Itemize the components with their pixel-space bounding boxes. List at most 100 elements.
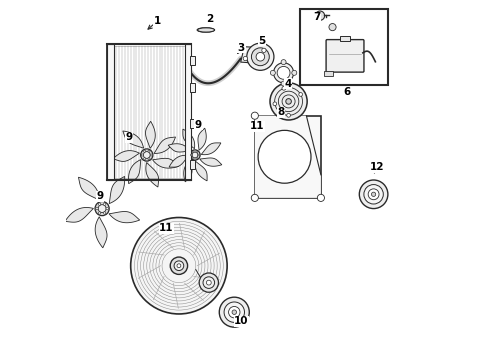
Circle shape (318, 194, 324, 202)
Polygon shape (196, 161, 207, 181)
Polygon shape (123, 131, 144, 148)
Bar (107, 44, 192, 180)
Ellipse shape (197, 28, 215, 32)
Circle shape (270, 70, 275, 75)
Polygon shape (146, 162, 159, 187)
Circle shape (364, 185, 383, 204)
Circle shape (106, 207, 108, 210)
Circle shape (282, 86, 286, 90)
Circle shape (96, 207, 98, 210)
Circle shape (287, 113, 291, 117)
Bar (185, 44, 192, 180)
Circle shape (144, 150, 146, 152)
Circle shape (251, 194, 258, 202)
Circle shape (191, 154, 192, 156)
Polygon shape (201, 143, 221, 155)
Polygon shape (183, 129, 195, 149)
Circle shape (196, 151, 197, 153)
Polygon shape (241, 47, 270, 64)
Polygon shape (184, 160, 192, 182)
Circle shape (292, 70, 297, 75)
Circle shape (198, 154, 199, 156)
Bar (340, 36, 350, 41)
Circle shape (150, 154, 152, 156)
Bar (300, 9, 388, 85)
Circle shape (316, 11, 325, 20)
Polygon shape (154, 137, 175, 153)
Circle shape (103, 203, 106, 205)
Polygon shape (198, 128, 206, 150)
Polygon shape (65, 207, 94, 222)
Circle shape (98, 203, 101, 205)
Circle shape (98, 204, 106, 212)
Circle shape (170, 257, 188, 274)
Circle shape (220, 297, 249, 327)
Circle shape (95, 202, 109, 216)
Text: 2: 2 (206, 14, 213, 24)
Circle shape (281, 60, 286, 64)
Circle shape (103, 212, 106, 214)
Circle shape (144, 158, 146, 160)
Polygon shape (255, 116, 321, 198)
Polygon shape (95, 217, 107, 248)
Text: 3: 3 (238, 43, 245, 53)
Circle shape (190, 150, 200, 160)
Circle shape (192, 157, 194, 159)
Text: 9: 9 (96, 191, 103, 201)
Circle shape (141, 154, 144, 156)
Circle shape (251, 112, 258, 119)
Circle shape (148, 158, 150, 160)
Text: 11: 11 (159, 223, 173, 233)
Circle shape (228, 306, 240, 318)
Text: 8: 8 (277, 107, 284, 117)
Circle shape (192, 152, 198, 158)
Circle shape (174, 261, 184, 271)
Circle shape (270, 83, 307, 120)
Polygon shape (152, 158, 179, 168)
Circle shape (258, 130, 311, 183)
Circle shape (371, 192, 376, 197)
Polygon shape (113, 150, 140, 161)
Bar (255, 116, 321, 198)
Circle shape (281, 81, 286, 86)
Polygon shape (169, 155, 189, 167)
Circle shape (148, 150, 150, 152)
Circle shape (206, 280, 211, 285)
Circle shape (273, 102, 277, 106)
Circle shape (192, 151, 194, 153)
Circle shape (262, 48, 266, 53)
Polygon shape (168, 144, 190, 152)
Bar (190, 56, 195, 64)
Circle shape (251, 48, 270, 66)
Text: 9: 9 (195, 120, 202, 130)
Circle shape (359, 180, 388, 208)
Circle shape (98, 212, 101, 214)
Bar (190, 160, 195, 169)
Circle shape (368, 189, 379, 200)
Circle shape (329, 23, 336, 31)
Circle shape (286, 99, 292, 104)
FancyBboxPatch shape (326, 40, 364, 72)
Circle shape (256, 53, 265, 61)
Circle shape (277, 66, 290, 79)
Polygon shape (324, 71, 333, 76)
Text: 12: 12 (370, 162, 385, 172)
Text: 6: 6 (343, 87, 350, 98)
Text: 10: 10 (234, 316, 249, 326)
Circle shape (131, 217, 227, 314)
Polygon shape (109, 212, 140, 223)
Text: 11: 11 (250, 121, 265, 131)
Circle shape (177, 264, 181, 268)
Circle shape (199, 273, 219, 292)
Polygon shape (200, 158, 222, 166)
Bar (190, 120, 195, 129)
Polygon shape (109, 176, 124, 204)
Polygon shape (128, 159, 141, 184)
Circle shape (144, 152, 150, 158)
Text: 5: 5 (259, 36, 266, 46)
Circle shape (141, 149, 153, 161)
Text: 1: 1 (154, 16, 161, 26)
Circle shape (196, 157, 197, 159)
Ellipse shape (197, 28, 214, 32)
Circle shape (203, 277, 215, 288)
